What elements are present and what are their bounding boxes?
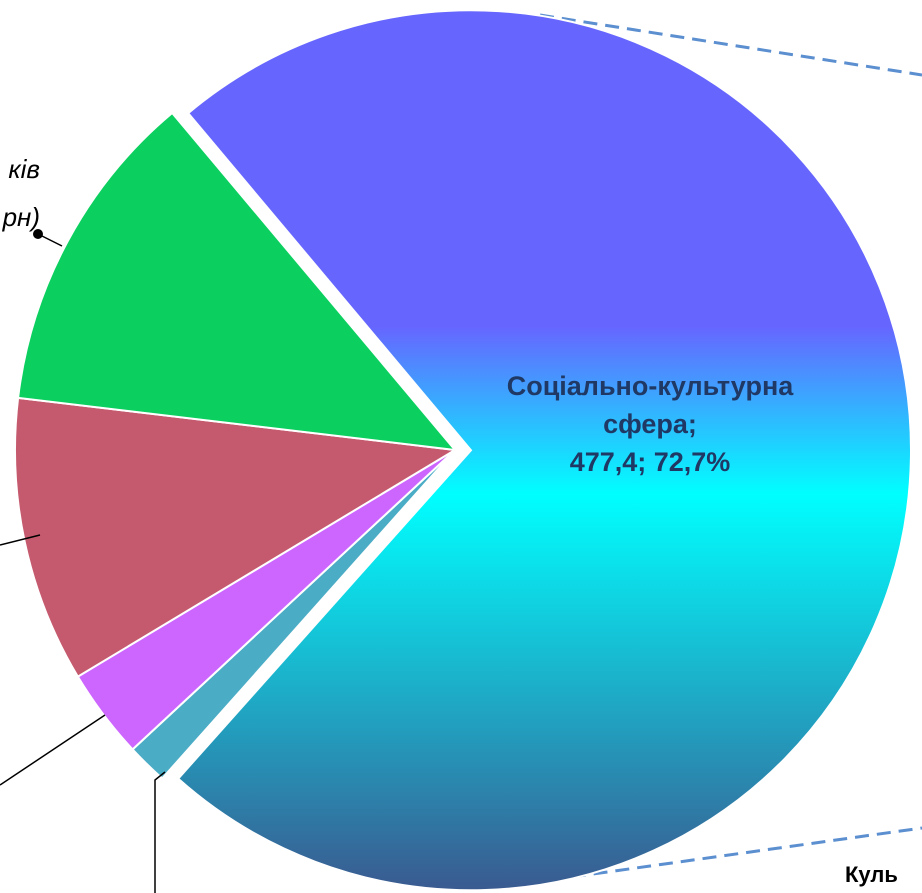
pie-slice (16, 111, 458, 452)
leader-line (154, 771, 166, 893)
slice-label: Соціально-культурна сфера; 477,4; 72,7% (507, 371, 795, 477)
annotation: ків (8, 154, 40, 184)
annotation: рн) (2, 202, 40, 232)
leader-line (0, 534, 41, 546)
zoom-line (549, 826, 922, 882)
pie-slice (176, 9, 912, 892)
leader-dot (33, 229, 43, 239)
annotation: Куль (845, 862, 898, 887)
pie (14, 9, 912, 892)
pie-slice (14, 396, 459, 678)
leader-line (0, 714, 106, 786)
